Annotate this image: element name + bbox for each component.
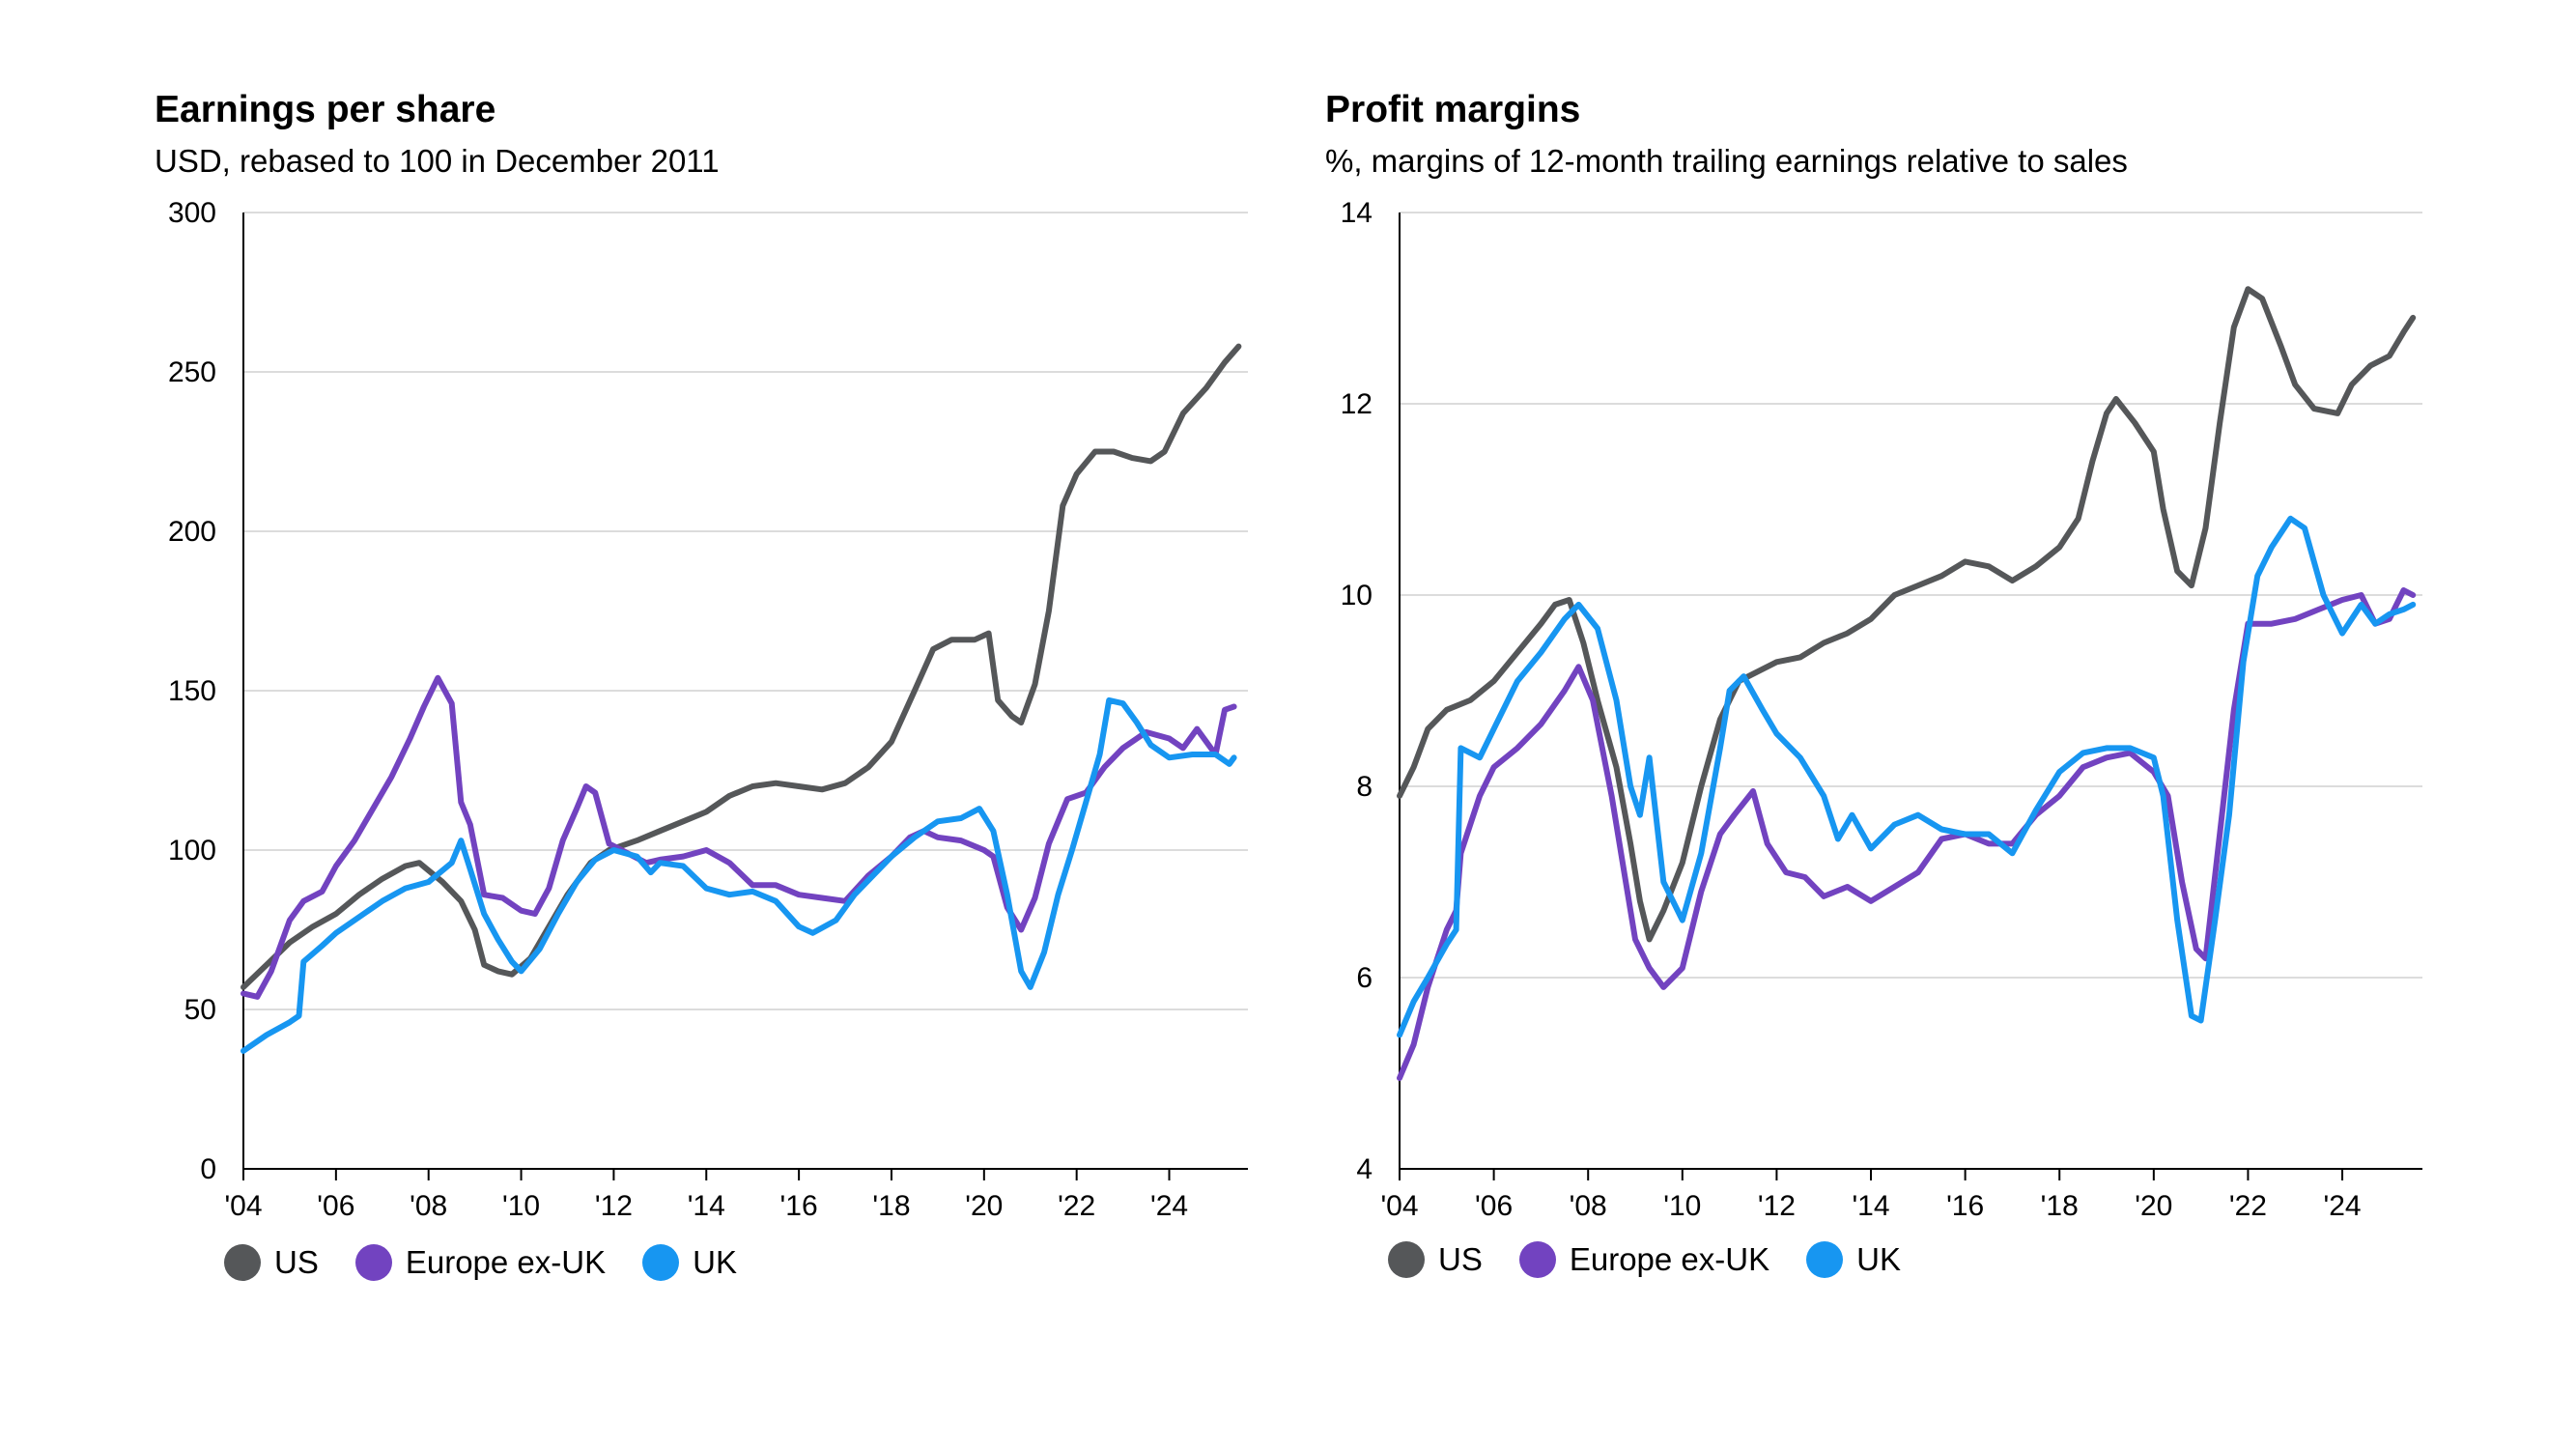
eps-line-chart: 0 50 100 150 200 250 300 '04 '06 '08 '10 '12 '14 '16 '… xyxy=(168,197,1248,1222)
x-tick-label: '16 xyxy=(780,1190,818,1222)
eps-chart-legend: US Europe ex-UK UK xyxy=(224,1244,774,1281)
legend-label: Europe ex-UK xyxy=(1569,1241,1770,1277)
x-tick-label: '04 xyxy=(224,1190,262,1222)
x-tick-label: '06 xyxy=(1475,1190,1513,1222)
series-line-uk xyxy=(241,696,1237,1054)
x-tick-label: '16 xyxy=(1946,1190,1984,1222)
profit-margins-chart-panel: Profit margins %, margins of 12-month tr… xyxy=(1288,0,2576,1449)
x-tick-label: '24 xyxy=(2323,1190,2361,1222)
y-tick-label: 50 xyxy=(184,994,216,1026)
legend-label: Europe ex-UK xyxy=(405,1244,607,1280)
margins-chart-title: Profit margins xyxy=(1325,89,1581,130)
legend-swatch xyxy=(1518,1241,1556,1278)
y-tick-label: 300 xyxy=(168,197,216,229)
y-tick-label: 100 xyxy=(168,835,216,867)
y-tick-label: 150 xyxy=(168,675,216,707)
legend-swatch xyxy=(354,1244,392,1281)
legend-item-europe-ex-uk: Europe ex-UK xyxy=(354,1244,607,1281)
legend-swatch xyxy=(1806,1241,1844,1278)
y-tick-label: 14 xyxy=(1341,197,1373,229)
profit-margins-line-chart: 4 6 8 10 12 14 '04 '06 '08 '10 '12 '14 '16 '18 '20 '22 '… xyxy=(1341,197,2422,1222)
legend-item-europe-ex-uk: Europe ex-UK xyxy=(1518,1241,1770,1278)
x-tick-label: '08 xyxy=(410,1190,447,1222)
legend-label: US xyxy=(1438,1241,1483,1277)
x-tick-label: '12 xyxy=(595,1190,633,1222)
margins-chart-subtitle: %, margins of 12-month trailing earnings… xyxy=(1325,143,2128,179)
eps-chart-title: Earnings per share xyxy=(155,89,496,130)
x-tick-label: '10 xyxy=(502,1190,540,1222)
x-tick-label: '22 xyxy=(2229,1190,2267,1222)
x-tick-label: '14 xyxy=(1852,1190,1889,1222)
y-tick-label: 0 xyxy=(200,1153,216,1185)
x-tick-label: '10 xyxy=(1663,1190,1701,1222)
x-tick-label: '18 xyxy=(2041,1190,2079,1222)
x-tick-label: '20 xyxy=(2135,1190,2172,1222)
x-tick-label: '18 xyxy=(872,1190,910,1222)
x-tick-label: '04 xyxy=(1380,1190,1418,1222)
legend-swatch xyxy=(224,1244,261,1281)
eps-chart-panel: Earnings per share USD, rebased to 100 i… xyxy=(155,89,1248,1281)
legend-item-uk: UK xyxy=(642,1244,737,1281)
series-line-uk xyxy=(1397,515,2417,1038)
legend-item-us: US xyxy=(1388,1241,1483,1278)
y-tick-label: 8 xyxy=(1356,771,1373,803)
legend-label: UK xyxy=(693,1244,737,1280)
legend-swatch xyxy=(1388,1241,1425,1278)
legend-swatch xyxy=(642,1244,680,1281)
x-tick-label: '06 xyxy=(317,1190,354,1222)
series-line-europe-ex-uk xyxy=(1397,587,2417,1081)
legend-item-us: US xyxy=(224,1244,319,1281)
margins-chart-legend: US Europe ex-UK UK xyxy=(1388,1241,1938,1278)
y-tick-label: 10 xyxy=(1341,580,1373,611)
y-tick-label: 4 xyxy=(1356,1153,1373,1185)
legend-label: UK xyxy=(1856,1241,1901,1277)
y-tick-label: 6 xyxy=(1356,962,1373,994)
x-tick-label: '20 xyxy=(965,1190,1003,1222)
series-line-europe-ex-uk xyxy=(241,674,1237,1000)
y-tick-label: 200 xyxy=(168,516,216,548)
eps-chart-subtitle: USD, rebased to 100 in December 2011 xyxy=(155,143,720,179)
x-tick-label: '24 xyxy=(1150,1190,1188,1222)
x-tick-label: '08 xyxy=(1570,1190,1607,1222)
legend-label: US xyxy=(274,1244,319,1280)
x-tick-label: '14 xyxy=(688,1190,725,1222)
y-tick-label: 250 xyxy=(168,356,216,388)
series-line-us xyxy=(1397,286,2417,943)
y-tick-label: 12 xyxy=(1341,388,1373,420)
legend-item-uk: UK xyxy=(1806,1241,1901,1278)
x-tick-label: '12 xyxy=(1758,1190,1796,1222)
x-tick-label: '22 xyxy=(1058,1190,1095,1222)
